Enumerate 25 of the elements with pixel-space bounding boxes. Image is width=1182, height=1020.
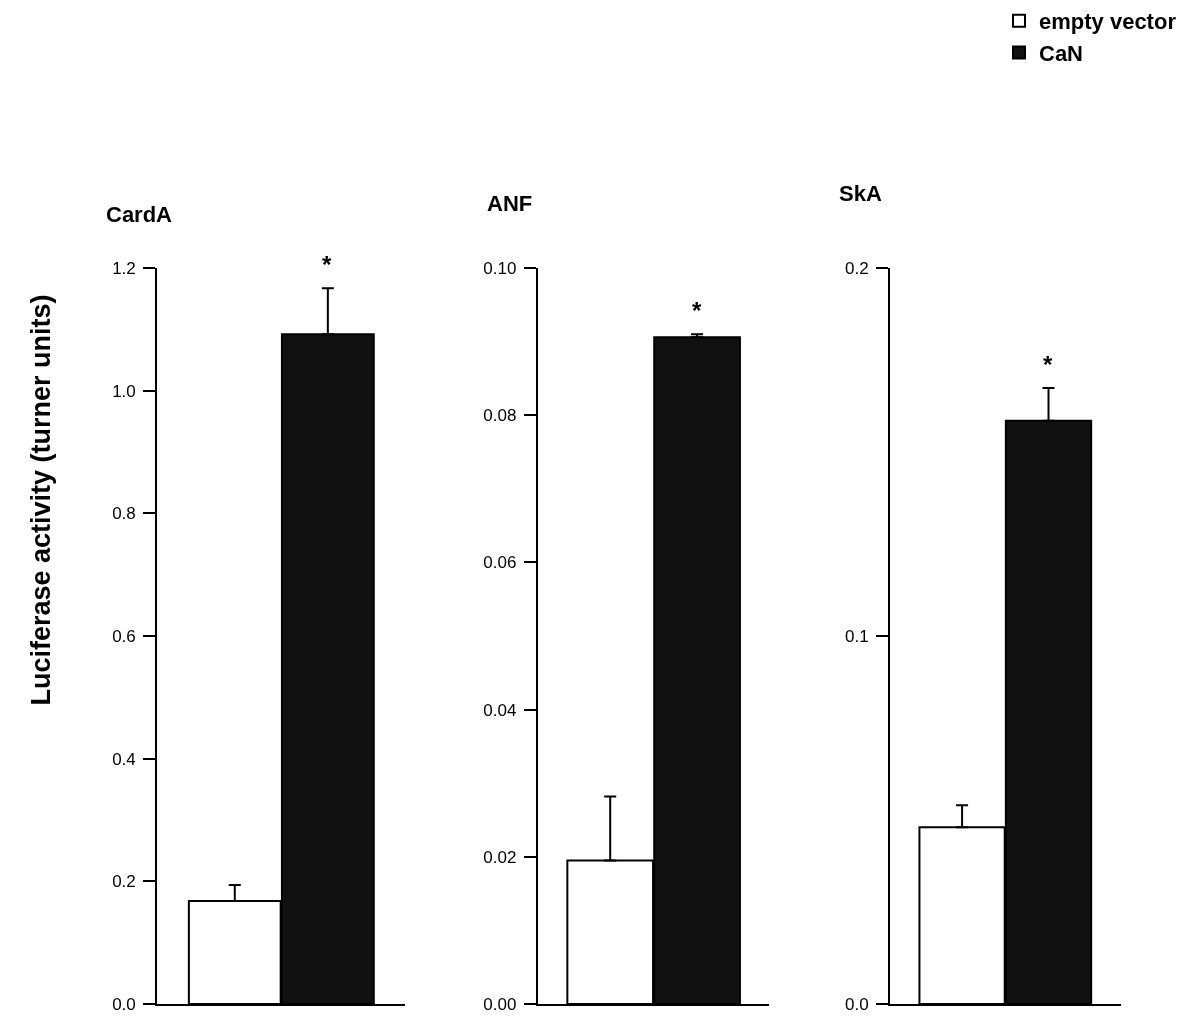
y-tick-label: 0.02 xyxy=(483,847,517,867)
text: 0.10 xyxy=(483,258,517,278)
annotation: * xyxy=(322,251,332,278)
y-tick-label: 0.08 xyxy=(483,406,517,426)
text: 0.00 xyxy=(483,994,517,1014)
y-tick-label: 0.2 xyxy=(845,258,869,278)
y-tick-label: 0.04 xyxy=(483,700,517,720)
y-tick-label: 0.06 xyxy=(483,553,517,573)
chart-title: CardA xyxy=(106,202,173,227)
text: 0.0 xyxy=(112,994,136,1014)
legend-label: CaN xyxy=(1039,40,1084,66)
y-tick-label: 0.6 xyxy=(112,626,136,646)
annotation: * xyxy=(1043,351,1053,378)
y-tick-label: 0.8 xyxy=(112,504,136,524)
y-tick-label: 1.2 xyxy=(112,258,136,278)
annotation: * xyxy=(692,297,702,324)
text: 1.0 xyxy=(112,381,136,401)
text: 0.0 xyxy=(845,994,869,1014)
y-tick-label: 0.1 xyxy=(845,626,869,646)
chart-title: SkA xyxy=(839,181,882,206)
y-tick-label: 0.4 xyxy=(112,749,136,769)
chart-title: ANF xyxy=(487,191,533,216)
legend-label: empty vector xyxy=(1039,9,1177,35)
y-tick-label: 0.2 xyxy=(112,872,136,892)
y-axis-title: Luciferase activity (turner units) xyxy=(25,294,56,706)
